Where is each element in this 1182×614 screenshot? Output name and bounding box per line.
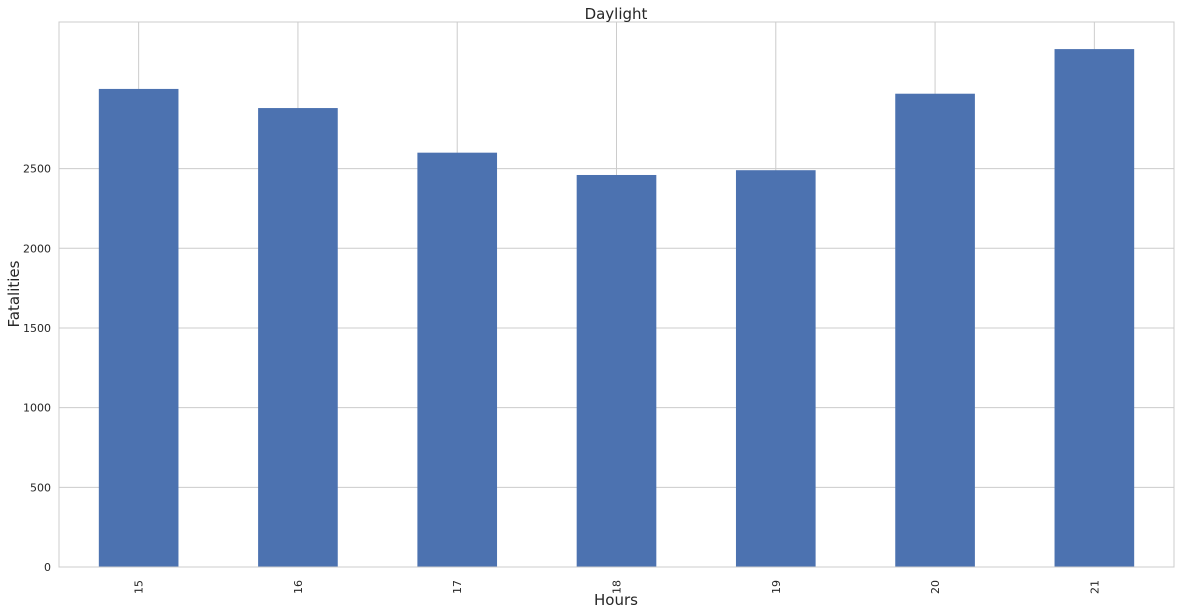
bar [98,88,179,568]
x-tick-label: 21 [1088,580,1101,594]
y-tick-label: 500 [30,481,51,494]
x-tick-label: 15 [133,580,146,594]
bar [895,93,975,568]
x-axis-label: Hours [594,591,638,609]
chart-title: Daylight [585,5,648,23]
bar [1054,49,1135,568]
x-tick-label: 16 [292,580,305,594]
plot-frame [58,21,1175,568]
y-tick-label: 1000 [23,402,51,415]
tick-labels: 0 500 1000 1500 2000 2500 15 16 17 18 19 20 21 [23,163,1101,594]
x-tick-label: 17 [451,580,464,594]
y-tick-label: 2500 [23,163,51,176]
y-axis-label: Fatalities [5,260,23,327]
x-tick-label: 19 [770,580,783,594]
bar [735,170,816,567]
bar [417,152,498,567]
bars [98,49,1135,568]
x-tick-label: 18 [611,580,624,594]
bar [258,108,338,567]
x-tick-label: 20 [929,580,942,594]
y-tick-label: 1500 [23,322,51,335]
y-tick-label: 2000 [23,242,51,255]
bar [576,174,657,567]
y-tick-label: 0 [44,561,51,574]
